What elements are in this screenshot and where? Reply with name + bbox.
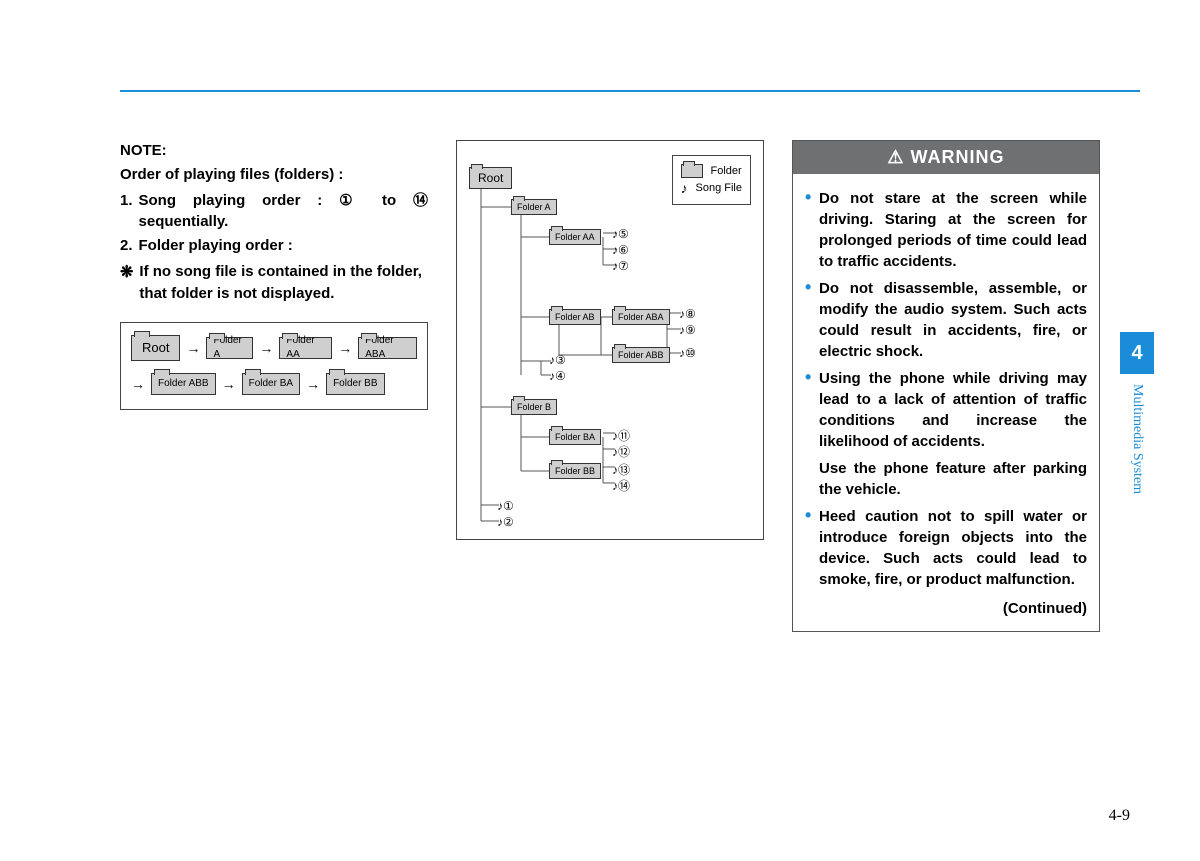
song-file: ♪⑨ (679, 323, 696, 337)
song-file: ♪② (497, 515, 514, 529)
song-file: ♪⑪ (612, 427, 630, 444)
warning-sub-paragraph: Use the phone feature after parking the … (805, 458, 1087, 500)
folder-chip: Folder ABB (151, 373, 216, 395)
warning-header: ⚠ WARNING (793, 141, 1099, 174)
warning-body: Do not stare at the screen while driving… (793, 174, 1099, 631)
warning-item: Using the phone while driving may lead t… (805, 368, 1087, 452)
folder-sequence-box: Root → Folder A → Folder AA → Folder ABA… (120, 322, 428, 410)
tree-diagram: Folder ♪ Song File Root Folder A Folder AA… (456, 140, 764, 540)
page: NOTE: Order of playing files (folders) :… (0, 0, 1200, 861)
folder-icon: Folder ABA (612, 309, 670, 325)
tree-folder-node: Folder BB (549, 463, 601, 479)
folder-chip: Folder ABA (358, 337, 417, 359)
note-icon: ♪ (681, 180, 688, 196)
legend-folder-row: Folder (681, 164, 742, 178)
folder-chip: Folder AA (279, 337, 332, 359)
song-file: ♪⑬ (612, 461, 630, 478)
tab-label: Multimedia System (1129, 384, 1145, 494)
arrow-icon: → (259, 338, 273, 358)
warning-item: Do not disassemble, assemble, or modify … (805, 278, 1087, 362)
page-number: 4-9 (1109, 807, 1130, 825)
ordered-item-text: Folder playing order : (139, 235, 428, 257)
arrow-icon: → (222, 374, 236, 394)
asterisk-text: If no song file is contained in the fold… (139, 261, 428, 305)
tree-legend: Folder ♪ Song File (672, 155, 751, 205)
folder-chip: Folder A (206, 337, 253, 359)
tab-number: 4 (1120, 332, 1154, 374)
warning-list: Heed caution not to spill water or intro… (805, 506, 1087, 590)
folder-icon (681, 164, 703, 178)
order-heading: Order of playing files (folders) : (120, 164, 428, 186)
folder-icon: Folder B (511, 399, 557, 415)
column-middle: Folder ♪ Song File Root Folder A Folder AA… (456, 140, 764, 632)
folder-icon: Folder A (511, 199, 557, 215)
song-file: ♪⑤ (612, 227, 629, 241)
tree-folder-node: Folder ABA (612, 309, 670, 325)
ordered-item-1: 1. Song playing order : ① to ⑭ sequentia… (120, 190, 428, 234)
tree-folder-node: Folder A (511, 199, 557, 215)
ordered-item-2: 2. Folder playing order : (120, 235, 428, 257)
column-left: NOTE: Order of playing files (folders) :… (120, 140, 428, 632)
warning-item: Heed caution not to spill water or intro… (805, 506, 1087, 590)
legend-song-row: ♪ Song File (681, 180, 742, 196)
section-tab: 4 Multimedia System (1120, 332, 1154, 494)
tree-folder-node: Folder AB (549, 309, 601, 325)
arrow-icon: → (131, 374, 145, 394)
tree-folder-node: Root (469, 167, 512, 189)
note-label: NOTE: (120, 140, 428, 162)
song-file: ♪④ (549, 369, 566, 383)
song-file: ♪③ (549, 353, 566, 367)
legend-song-label: Song File (696, 182, 742, 194)
asterisk-icon: ❋ (120, 261, 133, 305)
sequence-row: Root → Folder A → Folder AA → Folder ABA (131, 335, 417, 361)
song-file: ♪① (497, 499, 514, 513)
columns: NOTE: Order of playing files (folders) :… (120, 90, 1100, 632)
folder-icon: Folder AA (549, 229, 601, 245)
ordered-item-num: 1. (120, 190, 133, 234)
warning-box: ⚠ WARNING Do not stare at the screen whi… (792, 140, 1100, 632)
folder-chip: Folder BB (326, 373, 384, 395)
ordered-item-num: 2. (120, 235, 133, 257)
folder-icon: Folder BB (549, 463, 601, 479)
song-file: ♪⑥ (612, 243, 629, 257)
folder-icon: Root (469, 167, 512, 189)
folder-icon: Folder BA (549, 429, 601, 445)
song-file: ♪⑦ (612, 259, 629, 273)
column-right: ⚠ WARNING Do not stare at the screen whi… (792, 140, 1100, 632)
ordered-item-text: Song playing order : ① to ⑭ sequentially… (139, 190, 428, 234)
arrow-icon: → (306, 374, 320, 394)
tree-folder-node: Folder AA (549, 229, 601, 245)
folder-icon: Folder AB (549, 309, 601, 325)
sequence-row: → Folder ABB → Folder BA → Folder BB (131, 373, 417, 395)
warning-item: Do not stare at the screen while driving… (805, 188, 1087, 272)
folder-icon: Folder ABB (612, 347, 670, 363)
asterisk-note: ❋ If no song file is contained in the fo… (120, 261, 428, 305)
song-file: ♪⑩ (679, 346, 696, 360)
tree-folder-node: Folder BA (549, 429, 601, 445)
folder-chip: Folder BA (242, 373, 300, 395)
warning-continued: (Continued) (805, 598, 1087, 619)
tree-folder-node: Folder B (511, 399, 557, 415)
arrow-icon: → (186, 338, 200, 358)
song-file: ♪⑧ (679, 307, 696, 321)
warning-list: Do not stare at the screen while driving… (805, 188, 1087, 452)
tree-folder-node: Folder ABB (612, 347, 670, 363)
top-rule (120, 90, 1140, 92)
arrow-icon: → (338, 338, 352, 358)
legend-folder-label: Folder (711, 165, 742, 177)
song-file: ♪⑭ (612, 477, 630, 494)
song-file: ♪⑫ (612, 443, 630, 460)
folder-chip: Root (131, 335, 180, 361)
